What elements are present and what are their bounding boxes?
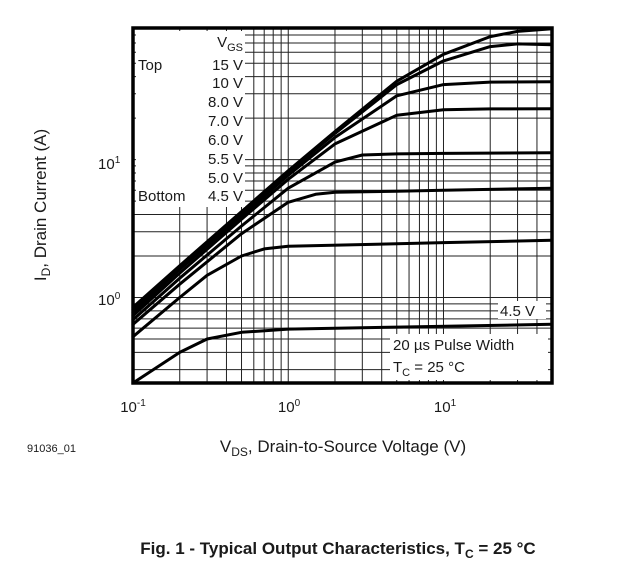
- curve-vgs-8-0-v: [131, 80, 554, 314]
- legend-entry: 10 V: [212, 75, 243, 92]
- pulse-width-note: 20 µs Pulse Width: [393, 337, 514, 354]
- curve-vgs-10-v: [131, 42, 554, 311]
- legend-entry: 5.0 V: [208, 170, 243, 187]
- x-axis-label: VDS, Drain-to-Source Voltage (V): [220, 437, 466, 459]
- x-tick-label: 10-1: [120, 398, 146, 416]
- y-axis-label: ID, Drain Current (A): [31, 129, 53, 281]
- curve-vgs-6-0-v: [131, 151, 554, 322]
- curve-label-4-5v: 4.5 V: [500, 303, 535, 320]
- figure-caption: Fig. 1 - Typical Output Characteristics,…: [140, 539, 535, 561]
- legend: VGS Top Bottom 15 V 10 V 8.0 V 7.0 V 6.0…: [138, 34, 243, 205]
- legend-title: VGS: [217, 34, 243, 54]
- x-tick-label: 101: [434, 398, 457, 416]
- legend-bottom-label: Bottom: [138, 188, 186, 205]
- legend-entry: 4.5 V: [208, 188, 243, 205]
- legend-entry: 5.5 V: [208, 151, 243, 168]
- conditions-background: [390, 334, 548, 380]
- plot-frame: [131, 26, 554, 385]
- curve-label-background: [498, 301, 546, 319]
- y-tick-label: 101: [98, 155, 121, 173]
- legend-entry: 7.0 V: [208, 113, 243, 130]
- figure-id: 91036_01: [27, 443, 76, 455]
- temperature-note: TC = 25 °C: [393, 359, 465, 379]
- y-tick-label: 100: [98, 291, 121, 309]
- x-tick-label: 100: [278, 398, 301, 416]
- curve-vgs-5-0-v: [131, 238, 554, 339]
- curves: [131, 27, 554, 385]
- curve-vgs-5-5-v: [131, 186, 554, 326]
- legend-top-label: Top: [138, 57, 162, 74]
- legend-entry: 6.0 V: [208, 132, 243, 149]
- legend-entry: 15 V: [212, 57, 243, 74]
- legend-entry: 8.0 V: [208, 94, 243, 111]
- curve-vgs-4-5-v: [131, 322, 554, 385]
- legend-background: [136, 31, 245, 207]
- curve-vgs-7-0-v: [131, 107, 554, 318]
